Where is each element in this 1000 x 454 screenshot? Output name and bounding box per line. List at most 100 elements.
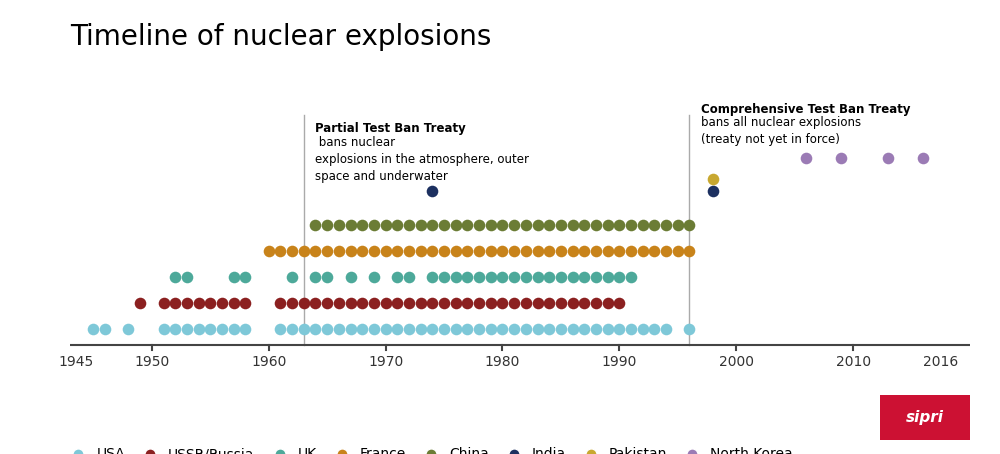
- Point: [401, 326, 417, 333]
- Text: Comprehensive Test Ban Treaty: Comprehensive Test Ban Treaty: [701, 103, 911, 116]
- Text: 2000: 2000: [719, 355, 754, 369]
- Point: [448, 326, 464, 333]
- Point: [424, 221, 440, 228]
- Point: [611, 326, 627, 333]
- Point: [366, 326, 382, 333]
- Text: 1950: 1950: [134, 355, 169, 369]
- Point: [576, 273, 592, 281]
- Point: [553, 247, 569, 254]
- Point: [565, 221, 581, 228]
- Point: [588, 247, 604, 254]
- Point: [354, 326, 370, 333]
- Point: [156, 326, 172, 333]
- Point: [448, 247, 464, 254]
- Point: [401, 300, 417, 307]
- Point: [471, 221, 487, 228]
- Point: [296, 247, 312, 254]
- Point: [284, 326, 300, 333]
- Point: [541, 273, 557, 281]
- Point: [424, 326, 440, 333]
- Point: [471, 247, 487, 254]
- Point: [518, 247, 534, 254]
- Point: [307, 326, 323, 333]
- Point: [635, 326, 651, 333]
- Point: [483, 221, 499, 228]
- Point: [202, 326, 218, 333]
- Point: [167, 300, 183, 307]
- Point: [588, 273, 604, 281]
- Point: [378, 247, 394, 254]
- Point: [833, 154, 849, 162]
- Point: [483, 300, 499, 307]
- Point: [378, 326, 394, 333]
- Point: [413, 326, 429, 333]
- Point: [284, 247, 300, 254]
- Text: 1945: 1945: [58, 355, 93, 369]
- Point: [494, 273, 510, 281]
- Point: [366, 300, 382, 307]
- Point: [588, 221, 604, 228]
- Point: [237, 300, 253, 307]
- Point: [401, 273, 417, 281]
- Point: [179, 300, 195, 307]
- Point: [389, 300, 405, 307]
- Point: [623, 326, 639, 333]
- Point: [191, 300, 207, 307]
- Point: [237, 326, 253, 333]
- Point: [413, 300, 429, 307]
- Point: [296, 326, 312, 333]
- Point: [518, 273, 534, 281]
- Text: sipri: sipri: [906, 410, 944, 425]
- Point: [319, 326, 335, 333]
- Point: [389, 326, 405, 333]
- Point: [366, 247, 382, 254]
- Point: [483, 326, 499, 333]
- Point: [623, 273, 639, 281]
- Point: [319, 273, 335, 281]
- Point: [156, 300, 172, 307]
- Text: 2016: 2016: [923, 355, 958, 369]
- Text: 1990: 1990: [602, 355, 637, 369]
- Point: [506, 273, 522, 281]
- Point: [646, 247, 662, 254]
- Point: [681, 247, 697, 254]
- Text: bans all nuclear explosions
(treaty not yet in force): bans all nuclear explosions (treaty not …: [701, 117, 861, 147]
- Point: [658, 326, 674, 333]
- Point: [600, 273, 616, 281]
- Point: [366, 221, 382, 228]
- Point: [600, 300, 616, 307]
- Point: [565, 273, 581, 281]
- Point: [272, 300, 288, 307]
- Point: [600, 247, 616, 254]
- Text: bans nuclear
explosions in the atmosphere, outer
space and underwater: bans nuclear explosions in the atmospher…: [315, 136, 529, 183]
- Point: [483, 247, 499, 254]
- Point: [576, 247, 592, 254]
- Point: [541, 221, 557, 228]
- Point: [413, 221, 429, 228]
- Point: [459, 247, 475, 254]
- Point: [798, 154, 814, 162]
- Point: [530, 221, 546, 228]
- Point: [331, 221, 347, 228]
- Point: [635, 221, 651, 228]
- Point: [226, 300, 242, 307]
- Point: [436, 300, 452, 307]
- Point: [541, 247, 557, 254]
- Point: [565, 326, 581, 333]
- Point: [611, 221, 627, 228]
- Point: [518, 300, 534, 307]
- Point: [97, 326, 113, 333]
- Point: [600, 326, 616, 333]
- Point: [179, 326, 195, 333]
- Point: [459, 300, 475, 307]
- Point: [354, 300, 370, 307]
- Point: [354, 247, 370, 254]
- Point: [237, 273, 253, 281]
- Text: Partial Test Ban Treaty: Partial Test Ban Treaty: [315, 122, 466, 135]
- Point: [331, 326, 347, 333]
- Point: [436, 221, 452, 228]
- Point: [424, 188, 440, 195]
- Point: [553, 273, 569, 281]
- Point: [307, 247, 323, 254]
- Point: [565, 300, 581, 307]
